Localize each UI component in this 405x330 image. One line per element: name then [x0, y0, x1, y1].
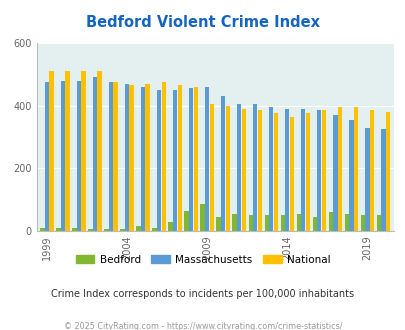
Bar — [353, 107, 357, 231]
Bar — [289, 116, 293, 231]
Bar — [220, 96, 225, 231]
Bar — [257, 110, 261, 231]
Bar — [284, 109, 289, 231]
Bar — [364, 128, 369, 231]
Bar — [109, 82, 113, 231]
Legend: Bedford, Massachusetts, National: Bedford, Massachusetts, National — [71, 250, 334, 269]
Bar — [184, 211, 188, 231]
Bar — [280, 215, 284, 231]
Bar — [72, 228, 77, 231]
Bar — [296, 214, 300, 231]
Bar — [252, 104, 257, 231]
Bar — [157, 90, 161, 231]
Bar — [216, 217, 220, 231]
Bar — [120, 229, 124, 231]
Bar — [344, 214, 348, 231]
Bar — [305, 114, 309, 231]
Bar — [273, 114, 277, 231]
Bar — [61, 81, 65, 231]
Text: Bedford Violent Crime Index: Bedford Violent Crime Index — [86, 15, 319, 30]
Bar — [81, 71, 85, 231]
Bar — [316, 110, 321, 231]
Bar — [168, 222, 172, 231]
Bar — [56, 228, 60, 231]
Bar — [65, 71, 70, 231]
Bar — [93, 78, 97, 231]
Bar — [77, 81, 81, 231]
Bar — [209, 104, 213, 231]
Bar — [152, 228, 156, 231]
Bar — [193, 87, 197, 231]
Bar — [301, 109, 305, 231]
Bar — [141, 87, 145, 231]
Bar — [88, 229, 92, 231]
Bar — [97, 71, 102, 231]
Bar — [188, 88, 193, 231]
Bar — [376, 215, 380, 231]
Bar — [369, 110, 373, 231]
Bar — [205, 87, 209, 231]
Bar — [380, 129, 385, 231]
Bar — [161, 82, 165, 231]
Bar — [385, 112, 389, 231]
Text: © 2025 CityRating.com - https://www.cityrating.com/crime-statistics/: © 2025 CityRating.com - https://www.city… — [64, 322, 341, 330]
Bar — [328, 212, 332, 231]
Bar — [232, 214, 236, 231]
Text: Crime Index corresponds to incidents per 100,000 inhabitants: Crime Index corresponds to incidents per… — [51, 289, 354, 299]
Bar — [360, 215, 364, 231]
Bar — [264, 215, 268, 231]
Bar — [237, 104, 241, 231]
Bar — [337, 107, 341, 231]
Bar — [136, 226, 141, 231]
Bar — [200, 204, 204, 231]
Bar — [225, 106, 229, 231]
Bar — [173, 90, 177, 231]
Bar — [269, 107, 273, 231]
Bar — [177, 85, 181, 231]
Bar — [104, 229, 109, 231]
Bar — [49, 71, 53, 231]
Bar — [125, 84, 129, 231]
Bar — [45, 82, 49, 231]
Bar — [348, 120, 353, 231]
Bar — [129, 85, 134, 231]
Bar — [248, 215, 252, 231]
Bar — [241, 109, 245, 231]
Bar — [333, 115, 337, 231]
Bar — [113, 82, 117, 231]
Bar — [145, 84, 149, 231]
Bar — [312, 217, 316, 231]
Bar — [40, 228, 45, 231]
Bar — [321, 110, 325, 231]
